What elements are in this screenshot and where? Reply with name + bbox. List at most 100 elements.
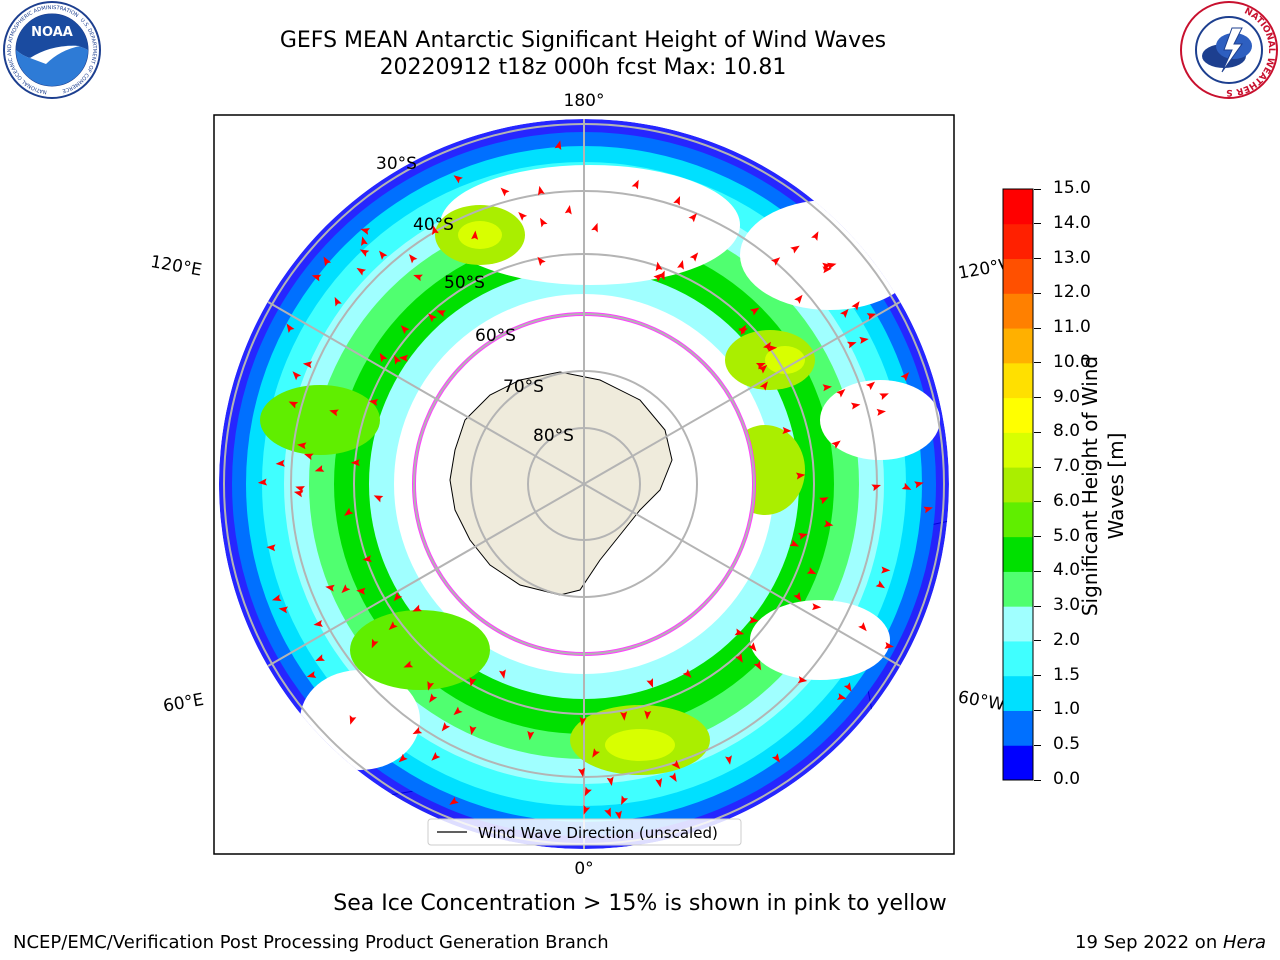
wind-wave-arrow-icon xyxy=(822,266,832,274)
colorbar-tick-label: 0.0 xyxy=(1053,769,1081,789)
wind-wave-arrow-icon xyxy=(646,678,653,688)
wind-wave-arrow-icon xyxy=(914,481,924,489)
wind-wave-arrow-icon xyxy=(453,175,463,184)
wind-wave-arrow-icon xyxy=(822,384,832,392)
colorbar-tick-label: 4.0 xyxy=(1053,560,1081,581)
wind-wave-arrow-icon xyxy=(400,325,410,335)
map-legend: Wind Wave Direction (unscaled) xyxy=(427,818,742,846)
wind-wave-arrow-icon xyxy=(604,807,611,818)
wind-wave-arrow-icon xyxy=(755,363,766,370)
wind-wave-arrow-icon xyxy=(876,408,886,416)
wind-wave-arrow-icon xyxy=(428,313,437,323)
noaa-logo-icon: NOAA NATIONAL OCEANIC AND ATMOSPHERIC AD… xyxy=(3,1,101,99)
wind-wave-arrow-icon xyxy=(884,641,894,649)
legend-label: Wind Wave Direction (unscaled) xyxy=(478,824,718,842)
wind-wave-arrow-icon xyxy=(790,245,800,254)
wind-wave-arrow-icon xyxy=(537,185,545,196)
colorbar-tick-label: 6.0 xyxy=(1053,490,1081,511)
colorbar-tick-mark xyxy=(1034,536,1041,538)
wind-wave-arrow-icon xyxy=(606,776,614,787)
wind-wave-arrow-icon xyxy=(858,622,867,632)
colorbar-box xyxy=(1003,328,1033,364)
wind-wave-arrow-icon xyxy=(325,584,335,592)
wind-wave-arrow-icon xyxy=(286,323,295,333)
colorbar-tick-mark xyxy=(1034,466,1041,468)
colorbar-tick-mark xyxy=(1034,362,1041,364)
wind-wave-arrow-icon xyxy=(866,313,877,320)
colorbar-label-line2: Waves [m] xyxy=(1104,432,1128,540)
wind-wave-arrow-icon xyxy=(373,495,384,503)
lat-label-60s: 60°S xyxy=(475,326,516,346)
wind-wave-arrow-icon xyxy=(297,442,307,450)
wind-wave-arrow-icon xyxy=(851,301,860,311)
wind-wave-arrow-icon xyxy=(881,566,891,574)
wind-wave-arrow-icon xyxy=(591,222,598,233)
wind-wave-arrow-icon xyxy=(379,250,388,260)
wind-wave-arrow-icon xyxy=(412,726,423,735)
wind-wave-arrow-icon xyxy=(836,388,846,398)
wind-wave-arrow-icon xyxy=(275,459,285,467)
wind-wave-arrow-icon xyxy=(313,619,323,627)
footer-branch: NCEP/EMC/Verification Post Processing Pr… xyxy=(13,932,609,953)
wind-wave-arrow-icon xyxy=(900,372,910,382)
wind-wave-arrow-icon xyxy=(315,654,325,662)
wind-wave-arrow-icon xyxy=(359,249,370,257)
lat-label-70s: 70°S xyxy=(503,377,544,397)
chart-subtitle: 20220912 t18z 000h fcst Max: 10.81 xyxy=(379,55,787,80)
colorbar-tick-mark xyxy=(1034,292,1041,294)
wind-wave-arrow-icon xyxy=(689,252,699,262)
colorbar-tick-mark xyxy=(1034,327,1041,329)
colorbar-tick-label: 9.0 xyxy=(1053,386,1081,407)
wind-wave-arrow-icon xyxy=(655,261,663,272)
wind-wave-arrow-icon xyxy=(653,273,663,282)
colorbar-box xyxy=(1003,536,1033,572)
colorbar-tick-label: 15.0 xyxy=(1053,178,1091,198)
wind-wave-arrow-icon xyxy=(794,294,803,304)
wind-wave-arrow-icon xyxy=(356,587,366,595)
wind-wave-arrow-icon xyxy=(429,693,438,703)
wind-wave-arrow-icon xyxy=(812,603,822,611)
wind-wave-arrow-icon xyxy=(431,751,441,761)
wind-wave-arrow-icon xyxy=(797,676,808,684)
wind-wave-arrow-icon xyxy=(329,409,339,417)
colorbar-tick-label: 8.0 xyxy=(1053,421,1081,442)
colorbar-box xyxy=(1003,571,1033,607)
wind-wave-arrow-icon xyxy=(379,352,388,363)
colorbar-tick-label: 0.5 xyxy=(1053,734,1081,755)
wind-wave-arrow-icon xyxy=(409,254,418,264)
colorbar-box xyxy=(1003,223,1033,260)
wind-wave-arrow-icon xyxy=(879,393,889,400)
wind-wave-arrow-icon xyxy=(584,786,592,797)
colorbar-tick-mark xyxy=(1034,570,1041,572)
wind-wave-arrow-icon xyxy=(564,204,572,215)
colorbar-box xyxy=(1003,640,1033,677)
wind-wave-arrow-icon xyxy=(398,354,409,362)
wind-wave-arrow-icon xyxy=(554,140,562,151)
wind-wave-arrow-icon xyxy=(413,274,423,282)
wind-wave-arrow-icon xyxy=(579,716,587,727)
footer-date: 19 Sep 2022 on Hera xyxy=(1075,932,1266,953)
colorbar-tick-mark xyxy=(1034,640,1041,642)
wind-wave-arrow-icon xyxy=(811,231,819,241)
colorbar-tick-mark xyxy=(1034,501,1041,503)
land-africa xyxy=(219,759,301,801)
colorbar-tick-label: 13.0 xyxy=(1053,247,1091,268)
colorbar-box xyxy=(1003,397,1033,433)
wind-wave-arrow-icon xyxy=(362,555,372,563)
wind-wave-arrow-icon xyxy=(388,621,398,630)
wind-wave-arrow-icon xyxy=(771,753,780,763)
colorbar-box xyxy=(1003,467,1033,503)
colorbar-box xyxy=(1003,432,1033,468)
colorbar-box xyxy=(1003,745,1033,781)
colorbar-label-line1: Significant Height of Wind xyxy=(1078,355,1102,617)
wind-wave-arrow-icon xyxy=(341,584,351,594)
wind-wave-arrow-icon xyxy=(449,796,459,805)
colorbar-tick-label: 1.5 xyxy=(1053,664,1081,685)
colorbar-tick-label: 11.0 xyxy=(1053,317,1091,338)
wind-wave-arrow-icon xyxy=(368,399,379,406)
wind-wave-arrow-icon xyxy=(527,730,535,741)
lat-label-80s: 80°S xyxy=(533,426,574,446)
wind-wave-arrow-icon xyxy=(819,497,829,505)
wind-wave-arrow-icon xyxy=(782,427,792,435)
wind-wave-arrow-icon xyxy=(749,307,760,316)
